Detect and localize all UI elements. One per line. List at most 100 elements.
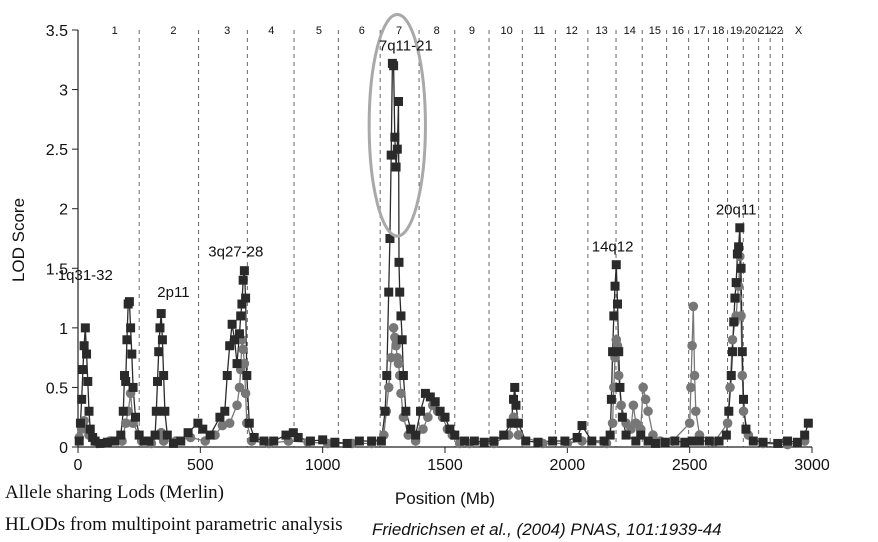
data-point-square	[748, 436, 758, 446]
data-point-square	[615, 382, 625, 392]
data-point-square	[238, 275, 248, 285]
data-point-square	[150, 430, 160, 440]
data-point-square	[122, 335, 132, 345]
data-point-square	[577, 421, 587, 431]
data-point-square	[102, 437, 112, 447]
y-tick-label: 0	[59, 440, 68, 457]
data-point-circle	[390, 332, 400, 343]
data-point-square	[609, 311, 619, 321]
data-point-square	[430, 397, 440, 407]
data-point-square	[450, 430, 460, 440]
data-point-circle	[120, 418, 131, 428]
data-point-square	[367, 436, 377, 446]
data-point-square	[230, 335, 240, 345]
data-point-square	[729, 317, 739, 327]
data-point-circle	[690, 406, 701, 417]
data-point-square	[420, 388, 430, 398]
chromosome-label: 2	[170, 25, 176, 37]
data-point-square	[215, 412, 225, 422]
data-point-square	[80, 323, 90, 333]
data-point-circle	[240, 388, 251, 399]
data-point-square	[650, 438, 660, 448]
data-point-square	[126, 323, 136, 333]
data-point-circle	[727, 334, 738, 345]
data-point-square	[758, 437, 768, 447]
data-point-square	[614, 347, 624, 357]
data-point-square	[83, 376, 93, 386]
data-point-square	[380, 406, 390, 416]
data-point-square	[731, 278, 741, 288]
data-point-square	[738, 394, 748, 404]
data-point-circle	[737, 370, 748, 381]
data-point-square	[305, 436, 315, 446]
data-point-circle	[689, 370, 700, 381]
data-point-square	[394, 96, 404, 106]
data-point-square	[499, 430, 509, 440]
series-line-allele-sharing	[78, 63, 809, 445]
data-point-square	[736, 263, 746, 273]
data-point-square	[572, 432, 582, 442]
data-point-square	[220, 406, 230, 416]
locus-annotation: 20q11	[716, 202, 757, 219]
data-point-square	[127, 349, 137, 359]
data-point-square	[75, 418, 85, 428]
data-point-square	[222, 371, 232, 381]
data-point-square	[510, 382, 520, 392]
y-tick-label: 3	[59, 83, 68, 100]
data-point-square	[612, 299, 622, 309]
data-point-circle	[725, 382, 735, 393]
data-point-square	[737, 347, 747, 357]
x-tick-label: 1000	[305, 457, 341, 474]
x-axis-label: Position (Mb)	[395, 489, 495, 508]
data-point-square	[168, 438, 178, 448]
data-point-square	[382, 371, 392, 381]
data-point-square	[244, 418, 254, 428]
data-point-square	[680, 437, 690, 447]
chromosome-label: 18	[712, 25, 724, 37]
data-point-square	[390, 132, 400, 142]
data-point-square	[726, 371, 736, 381]
data-point-square	[155, 323, 165, 333]
chromosome-boundary-lines	[138, 30, 784, 447]
highlight-ellipse	[367, 13, 427, 238]
data-point-square	[391, 162, 401, 172]
data-point-square	[157, 335, 167, 345]
data-point-square	[394, 257, 404, 267]
data-point-square	[521, 436, 531, 446]
data-point-square	[792, 437, 802, 447]
data-point-circle	[613, 370, 624, 381]
data-point-square	[734, 242, 744, 252]
x-tick-label: 3000	[794, 457, 830, 474]
data-point-square	[160, 406, 170, 416]
data-point-square	[610, 281, 620, 291]
data-point-square	[643, 436, 653, 446]
data-point-square	[741, 424, 751, 434]
data-point-square	[704, 436, 714, 446]
data-point-circle	[628, 400, 639, 411]
chromosome-label: 12	[566, 25, 578, 37]
data-point-square	[176, 436, 186, 446]
data-point-square	[435, 406, 445, 416]
data-point-square	[783, 436, 793, 446]
data-point-square	[78, 365, 88, 375]
data-point-circle	[513, 430, 524, 440]
citation: Friedrichsen et al., (2004) PNAS, 101:19…	[372, 520, 722, 539]
chromosome-label: 6	[359, 25, 365, 37]
data-point-circle	[722, 418, 733, 428]
data-point-square	[84, 406, 94, 416]
data-point-square	[269, 436, 279, 446]
data-point-square	[134, 430, 144, 440]
data-point-square	[533, 437, 543, 447]
chromosome-label: 7	[396, 25, 402, 37]
data-point-square	[386, 150, 396, 160]
data-point-square	[587, 436, 597, 446]
data-point-circle	[396, 388, 406, 399]
data-point-circle	[239, 358, 250, 369]
data-point-square	[154, 347, 164, 357]
data-point-square	[660, 437, 670, 447]
data-point-square	[110, 436, 120, 446]
data-point-square	[119, 371, 129, 381]
data-point-square	[425, 392, 435, 402]
data-point-square	[506, 418, 516, 428]
data-point-square	[116, 430, 126, 440]
